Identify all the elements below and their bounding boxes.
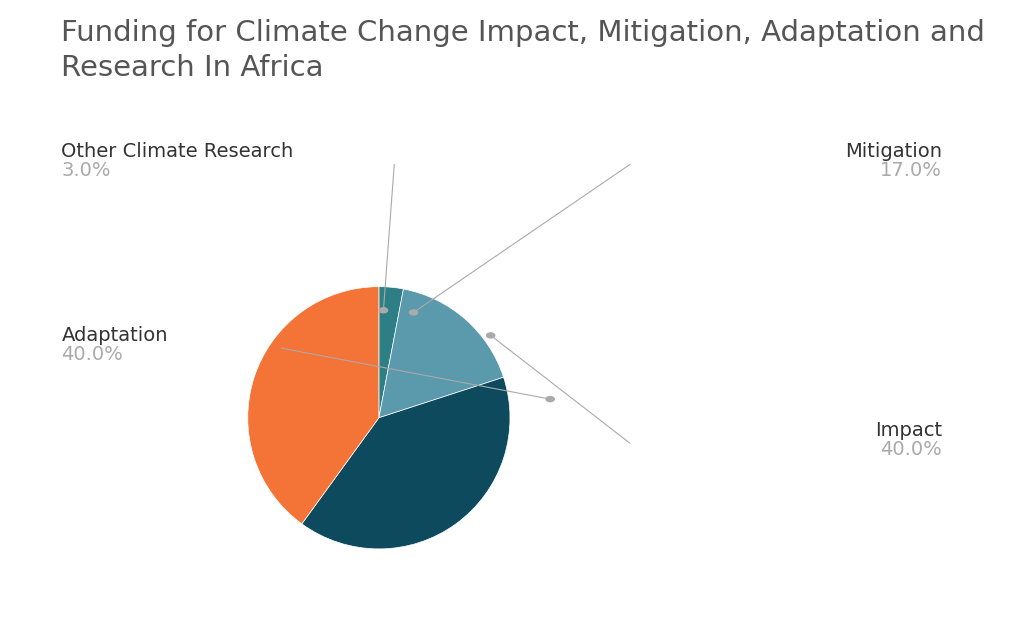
Text: 3.0%: 3.0% [61, 161, 111, 180]
Text: Adaptation: Adaptation [61, 326, 168, 345]
Wedge shape [379, 289, 504, 418]
Text: Mitigation: Mitigation [845, 142, 942, 161]
Text: 40.0%: 40.0% [61, 345, 123, 364]
Wedge shape [379, 287, 403, 418]
Text: Funding for Climate Change Impact, Mitigation, Adaptation and
Research In Africa: Funding for Climate Change Impact, Mitig… [61, 19, 985, 82]
Wedge shape [302, 377, 510, 549]
Wedge shape [248, 287, 379, 524]
Text: 40.0%: 40.0% [881, 440, 942, 459]
Text: Impact: Impact [874, 421, 942, 440]
Text: Other Climate Research: Other Climate Research [61, 142, 294, 161]
Text: 17.0%: 17.0% [881, 161, 942, 180]
